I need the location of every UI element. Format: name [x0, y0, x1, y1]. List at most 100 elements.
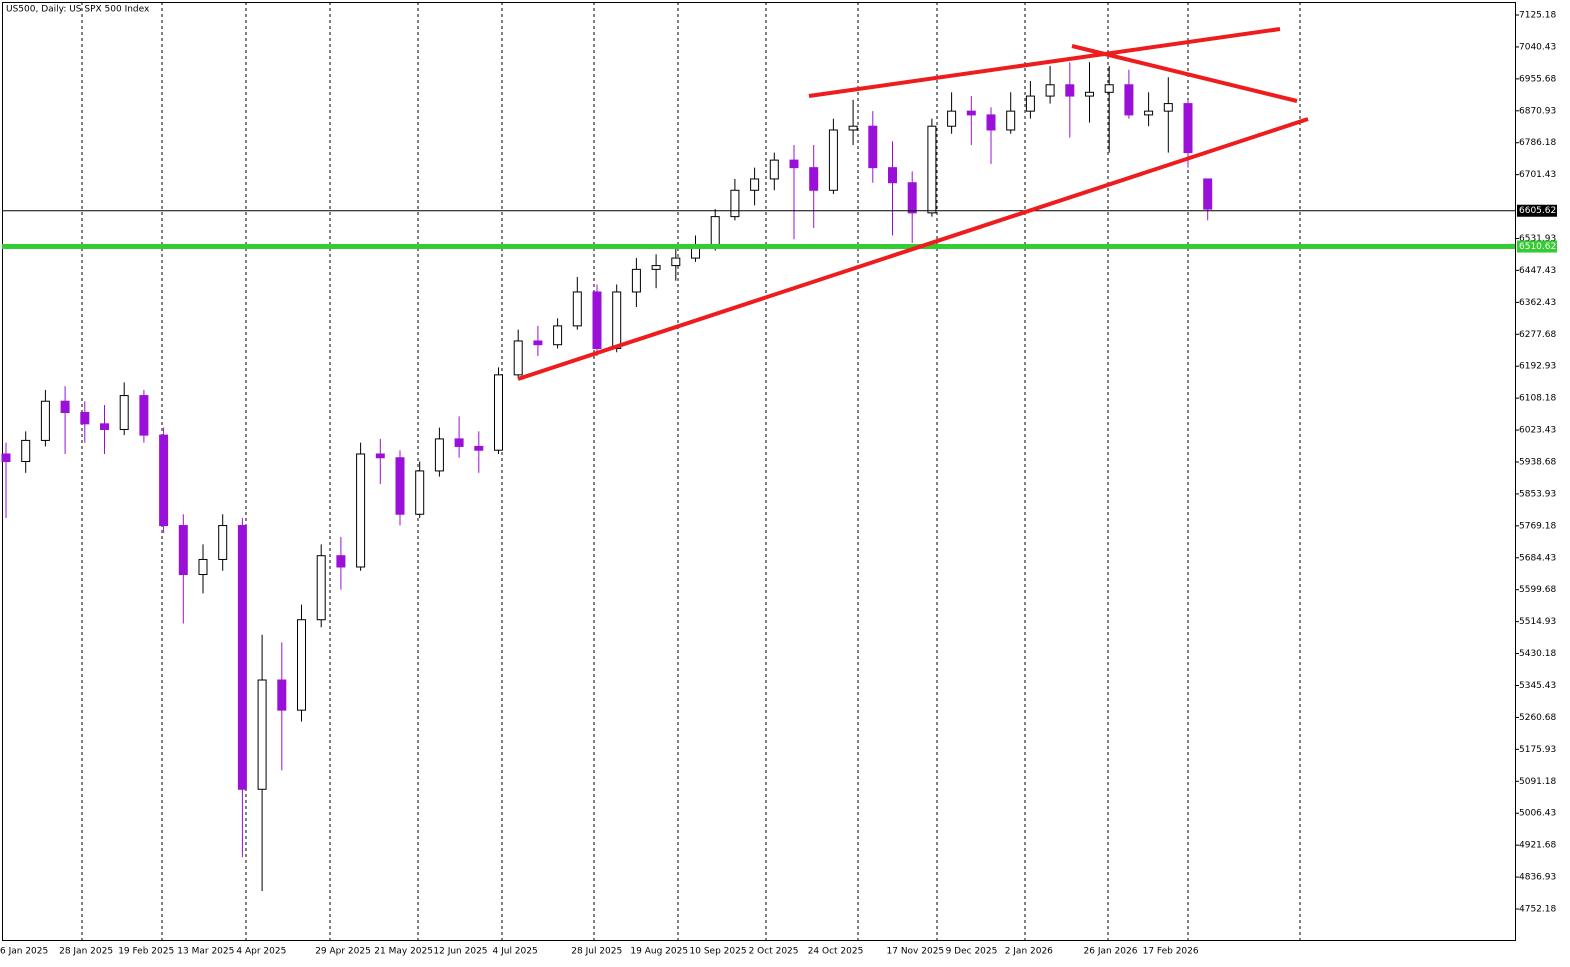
price-label-box [1517, 204, 1557, 217]
candle-body [178, 525, 188, 576]
price-label: 6605.62 [1519, 206, 1556, 216]
candle-body [888, 167, 897, 184]
y-tick-label: 7125.18 [1519, 11, 1556, 21]
y-tick-label: 5769.18 [1519, 521, 1556, 531]
x-tick-label: 4 Jul 2025 [493, 947, 538, 957]
x-tick-label: 26 Jan 2026 [1084, 947, 1138, 957]
candle-body [277, 679, 287, 711]
x-tick-label: 2 Oct 2025 [749, 947, 799, 957]
x-tick-label: 4 Apr 2025 [236, 947, 286, 957]
y-tick-label: 5345.43 [1519, 681, 1556, 691]
trendline [517, 117, 1309, 381]
candle-body [710, 216, 720, 248]
y-tick-label: 6447.43 [1519, 266, 1556, 276]
y-tick-label: 5514.93 [1519, 617, 1556, 627]
candle-body [1, 453, 11, 463]
y-tick-label: 6701.43 [1519, 170, 1556, 180]
candle-body [1085, 91, 1094, 97]
y-tick-label: 6192.93 [1519, 362, 1556, 372]
candle-body [494, 374, 503, 451]
candle-body [375, 453, 385, 459]
candle-body [139, 395, 149, 436]
candle-body [297, 619, 306, 711]
y-tick-label: 5684.43 [1519, 553, 1556, 563]
candle-body [612, 291, 622, 349]
candle-body [966, 110, 976, 116]
x-tick-label: 6 Jan 2025 [0, 947, 48, 957]
candle-body [671, 257, 681, 267]
x-tick-label: 17 Feb 2026 [1143, 947, 1199, 957]
x-tick-label: 13 Mar 2025 [177, 947, 234, 957]
y-tick-label: 4921.68 [1519, 841, 1556, 851]
x-tick-label: 2 Jan 2026 [1005, 947, 1053, 957]
y-tick-label: 4752.18 [1519, 905, 1556, 915]
y-tick-label: 4836.93 [1519, 873, 1556, 883]
y-tick-label: 6362.43 [1519, 298, 1556, 308]
candle-body [80, 412, 90, 425]
y-tick-label: 5006.43 [1519, 809, 1556, 819]
price-label: 6510.62 [1519, 242, 1556, 252]
candle-body [1006, 110, 1016, 131]
x-tick-label: 17 Nov 2025 [887, 947, 945, 957]
candle-body [119, 395, 129, 430]
candle-body [1144, 110, 1154, 116]
candle-body [1183, 103, 1193, 154]
candle-body [572, 291, 582, 327]
candle-body [631, 268, 641, 293]
x-tick-label: 19 Feb 2025 [118, 947, 174, 957]
price-label-box [1517, 240, 1557, 253]
y-tick-label: 7040.43 [1519, 42, 1556, 52]
candle-body [100, 423, 109, 430]
candle-body [828, 129, 838, 191]
x-tick-label: 9 Dec 2025 [946, 947, 998, 957]
candle-body [1124, 84, 1134, 116]
candle-body [40, 400, 50, 441]
candle-body [907, 182, 917, 214]
trendline [1071, 44, 1298, 103]
candle-body [730, 189, 740, 218]
candle-body [651, 265, 661, 270]
x-tick-label: 10 Sep 2025 [690, 947, 747, 957]
x-tick-label: 24 Oct 2025 [808, 947, 864, 957]
candle-body [257, 679, 267, 790]
candle-body [1025, 95, 1035, 112]
y-tick-label: 5430.18 [1519, 649, 1556, 659]
candle-body [474, 445, 484, 451]
y-tick-label: 5599.68 [1519, 585, 1556, 595]
candle-body [789, 159, 799, 169]
candle-body [159, 434, 169, 527]
x-tick-label: 29 Apr 2025 [315, 947, 371, 957]
plot-frame [2, 2, 1516, 941]
candle-body [395, 457, 405, 515]
y-tick-label: 5938.68 [1519, 458, 1556, 468]
candle-body [592, 291, 602, 349]
candle-body [454, 438, 464, 447]
y-tick-label: 6870.93 [1519, 106, 1556, 116]
candle-body [1104, 84, 1114, 93]
candle-body [868, 125, 878, 169]
y-tick-label: 5260.68 [1519, 713, 1556, 723]
candle-body [1203, 178, 1213, 210]
candle-body [1065, 84, 1075, 97]
trendline [808, 27, 1281, 98]
candle-body [1045, 84, 1055, 97]
candle-body [769, 159, 779, 180]
candle-body [986, 114, 996, 131]
candle-body [356, 453, 366, 568]
candle-body [750, 178, 760, 191]
candle-body [198, 558, 208, 576]
candle-body [237, 525, 247, 790]
candle-body [927, 125, 937, 214]
candle-body [848, 125, 858, 131]
y-tick-label: 6023.43 [1519, 426, 1556, 436]
candle-body [316, 555, 326, 621]
candle-body [21, 439, 31, 463]
y-tick-label: 6955.68 [1519, 74, 1556, 84]
x-tick-label: 12 Jun 2025 [433, 947, 487, 957]
x-tick-label: 21 May 2025 [374, 947, 433, 957]
y-tick-label: 6108.18 [1519, 394, 1556, 404]
y-tick-label: 6277.68 [1519, 330, 1556, 340]
y-tick-label: 5853.93 [1519, 489, 1556, 499]
